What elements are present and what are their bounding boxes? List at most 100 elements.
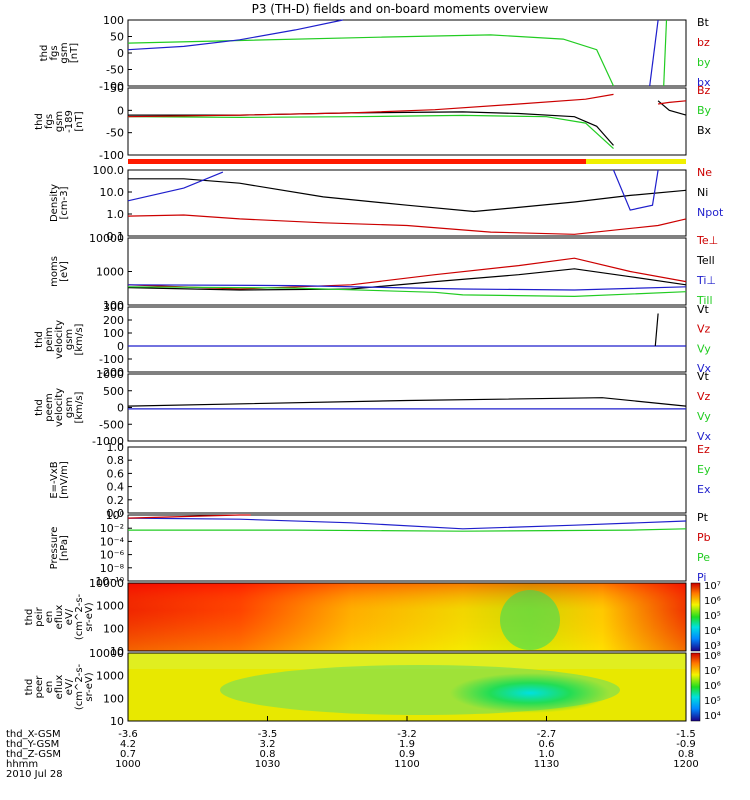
panel-10: 10000 1000 100 10 thd peer en eflux eV/(cm^2-s-s… xyxy=(24,647,132,728)
ephemeris-label: hhmm xyxy=(6,759,38,770)
panel-7: 1.00.80.60.40.20.0 E=-VxB [mV/m] Ez Ey Ex xyxy=(49,441,711,520)
legend-entry: Vx xyxy=(697,430,712,443)
colorbar-tick-label: 10⁶ xyxy=(704,596,721,607)
legend-entry: Npot xyxy=(697,206,724,219)
y-axis-label: -189 xyxy=(64,110,75,133)
ephemeris-label: 2010 Jul 28 xyxy=(6,769,63,780)
y-axis-label: peem xyxy=(44,393,55,421)
series-bx xyxy=(649,19,659,87)
panel-frame xyxy=(127,514,687,582)
electron-spectrogram xyxy=(127,652,687,722)
y-axis-label: eV/ xyxy=(64,678,75,695)
y-tick-label: -100 xyxy=(99,353,124,366)
y-tick-label: 50 xyxy=(110,31,124,44)
y-axis-label: Density xyxy=(49,184,60,222)
y-axis-label: [mV/m] xyxy=(59,461,70,499)
y-axis-label: [km/s] xyxy=(74,323,85,355)
legend-entry: by xyxy=(697,56,711,69)
y-tick-label: -50 xyxy=(106,127,124,140)
y-tick-label: 10⁻⁶ xyxy=(100,549,125,562)
y-tick-label: 1000 xyxy=(96,266,124,279)
y-tick-label: 300 xyxy=(103,301,124,314)
ion-spectrogram xyxy=(127,582,687,652)
y-axis-label: thd xyxy=(34,399,45,416)
y-tick-label: -200 xyxy=(99,366,124,379)
colorbar-tick-label: 10⁴ xyxy=(704,626,721,637)
y-tick-label: -100 xyxy=(99,80,124,93)
ephemeris-value: -3.6 xyxy=(118,729,138,740)
panel-frame xyxy=(127,306,687,373)
colorbar-ion xyxy=(690,582,701,652)
y-axis-label: [cm-3] xyxy=(59,186,70,219)
legend-entry: Vx xyxy=(697,362,712,375)
y-axis-label: thd xyxy=(24,609,35,626)
y-axis-label: (cm^2-s- xyxy=(74,593,85,640)
panel-4: 10000 1000 100 moms [eV] Te⊥ Tell Ti⊥ Till xyxy=(49,232,718,312)
ephemeris-value: 0.9 xyxy=(399,749,415,760)
y-tick-label: -500 xyxy=(99,418,124,431)
y-tick-label: 10.0 xyxy=(100,186,125,199)
legend-entry: Pt xyxy=(697,511,709,524)
y-axis-label: eflux xyxy=(54,675,65,700)
plot-title: P3 (TH-D) fields and on-board moments ov… xyxy=(252,2,549,16)
ephemeris-value: -0.9 xyxy=(676,739,696,750)
y-axis-label: velocity xyxy=(54,320,65,359)
y-axis-label: thd xyxy=(39,45,50,62)
panel-frame xyxy=(127,169,687,237)
ephemeris-value: 3.2 xyxy=(260,739,276,750)
ephemeris-value: 1130 xyxy=(534,759,559,770)
colorbar-tick-label: 10⁷ xyxy=(704,581,721,592)
y-tick-label: 0.0 xyxy=(107,507,125,520)
y-tick-label: 1000 xyxy=(96,670,124,683)
panel-frame xyxy=(127,87,687,156)
colorbar-tick-label: 10³ xyxy=(704,641,721,652)
legend-entry: Bz xyxy=(697,84,711,97)
y-axis-label: gsm xyxy=(64,329,75,350)
legend-entry: Ne xyxy=(697,166,712,179)
series-Till xyxy=(127,286,687,298)
panel-1: 100 50 0 -50 -100 thd fgs gsm [nT] Bt bz by bx xyxy=(39,14,711,93)
y-tick-label: 0 xyxy=(117,340,124,353)
legend-entry: Vz xyxy=(697,323,711,336)
y-tick-label: 10000 xyxy=(89,232,124,245)
y-axis-label: [eV] xyxy=(59,261,70,282)
ephemeris-value: -1.5 xyxy=(676,729,696,740)
legend-entry: bz xyxy=(697,36,710,49)
y-tick-label: 100 xyxy=(103,299,124,312)
y-tick-label: 1.0 xyxy=(107,208,125,221)
series-Npot xyxy=(127,171,224,202)
y-axis-label: [km/s] xyxy=(74,391,85,423)
series-by xyxy=(663,19,668,87)
colorbar-electron xyxy=(690,652,701,722)
legend-entry: Ni xyxy=(697,186,708,199)
legend-entry: Till xyxy=(696,294,713,307)
ephemeris-value: 1.0 xyxy=(539,749,555,760)
legend-entry: Ex xyxy=(697,483,711,496)
panel-frame xyxy=(127,373,687,442)
legend-entry: Vt xyxy=(697,303,710,316)
series-Tell xyxy=(127,268,687,291)
legend-entry: By xyxy=(697,104,712,117)
series-Npot xyxy=(612,169,659,211)
x-axis-ticks xyxy=(127,716,687,721)
y-axis-label: peer xyxy=(34,675,45,699)
legend-entry: Ti⊥ xyxy=(696,274,716,287)
colorbar-tick-label: 10⁷ xyxy=(704,666,721,677)
y-axis-label: thd xyxy=(34,113,45,130)
y-axis-label: thd xyxy=(24,679,35,696)
y-tick-label: 10 xyxy=(110,715,124,728)
panel-frame xyxy=(127,19,687,87)
y-tick-label: 1000 xyxy=(96,368,124,381)
ephemeris-value: 1200 xyxy=(673,759,698,770)
ephemeris-value: 0.7 xyxy=(120,749,136,760)
series-by xyxy=(127,34,615,87)
y-tick-label: 10⁻² xyxy=(100,522,124,535)
y-tick-label: 0.8 xyxy=(107,454,125,467)
y-tick-label: 200 xyxy=(103,314,124,327)
y-tick-label: 0 xyxy=(117,402,124,415)
legend-entry: Pb xyxy=(697,531,711,544)
y-tick-label: 100.0 xyxy=(93,164,125,177)
